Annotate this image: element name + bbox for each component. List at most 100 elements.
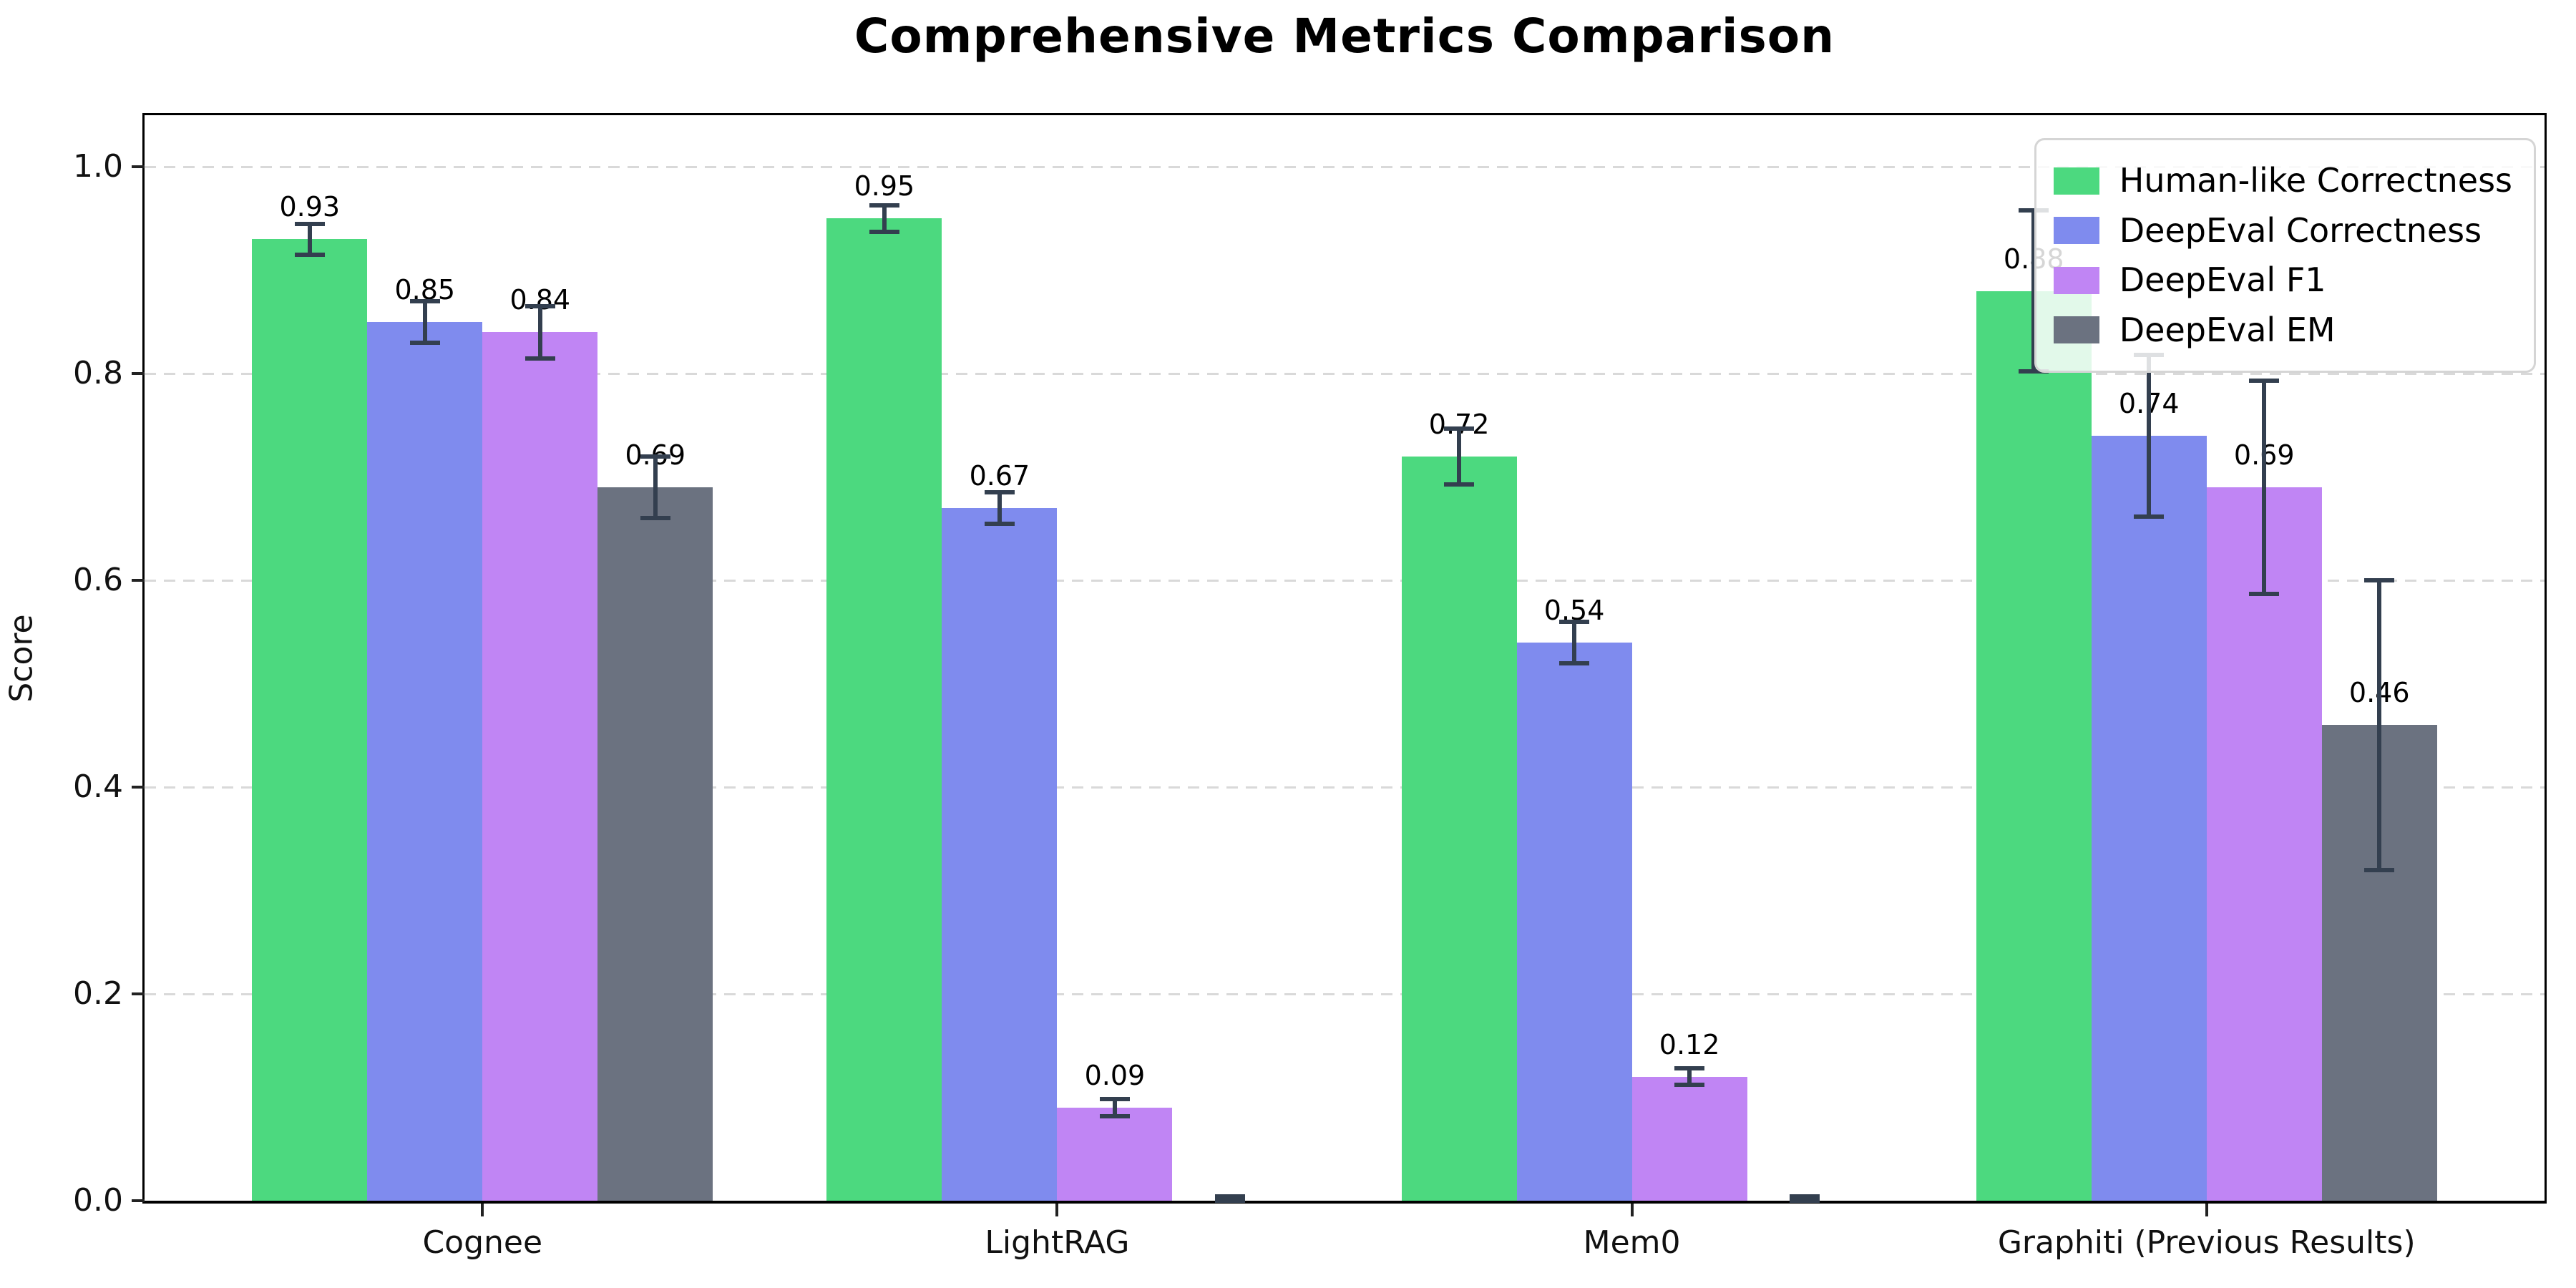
- bar: [1057, 1107, 1173, 1201]
- legend-item: Human-like Correctness: [2053, 160, 2512, 202]
- error-bar: [2031, 210, 2036, 372]
- legend-swatch: [2053, 266, 2099, 294]
- x-tick-label: Cognee: [422, 1224, 543, 1261]
- x-tick-mark: [481, 1204, 484, 1216]
- error-bar-cap: [1559, 660, 1590, 665]
- error-bar-cap: [294, 221, 325, 226]
- y-tick-label: 0.6: [73, 562, 123, 599]
- bar-value-label: 0.54: [1543, 594, 1605, 626]
- error-bar-cap: [640, 516, 670, 521]
- error-bar-cap: [1444, 482, 1475, 487]
- error-bar-cap: [1214, 1199, 1245, 1203]
- x-tick-label: Mem0: [1583, 1224, 1681, 1261]
- error-bar-cap: [2364, 578, 2395, 583]
- error-bar-cap: [2019, 208, 2049, 213]
- error-bar-cap: [1099, 1113, 1130, 1118]
- bar-value-label: 0.95: [854, 170, 915, 203]
- error-bar-cap: [2249, 591, 2280, 596]
- y-tick-mark: [132, 786, 145, 789]
- error-bar: [882, 205, 887, 233]
- error-bar-cap: [984, 521, 1015, 526]
- legend-label: DeepEval F1: [2119, 260, 2326, 299]
- bar: [1516, 642, 1632, 1201]
- y-tick-label: 0.2: [73, 975, 123, 1013]
- y-tick-label: 0.0: [73, 1182, 123, 1219]
- error-bar-cap: [525, 356, 555, 361]
- error-bar-cap: [869, 230, 899, 235]
- y-gridline: [145, 579, 2545, 582]
- error-bar-cap: [525, 304, 555, 309]
- legend-item: DeepEval Correctness: [2053, 210, 2512, 252]
- bar-value-label: 0.12: [1659, 1028, 1720, 1060]
- error-bar-cap: [869, 203, 899, 208]
- error-bar: [1687, 1068, 1692, 1085]
- error-bar: [997, 492, 1002, 524]
- bar-group-mem0: 0.72 0.54 0.12: [1401, 115, 1863, 1203]
- error-bar: [1112, 1099, 1117, 1116]
- error-bar-cap: [1214, 1194, 1245, 1199]
- bar: [597, 487, 713, 1201]
- y-gridline: [145, 165, 2545, 168]
- y-tick-mark: [132, 1199, 145, 1202]
- error-bar-cap: [2364, 867, 2395, 872]
- legend-label: Human-like Correctness: [2119, 161, 2512, 200]
- error-bar-cap: [984, 490, 1015, 495]
- error-bar-cap: [1444, 426, 1475, 431]
- bar: [2206, 487, 2322, 1201]
- y-gridline: [145, 992, 2545, 995]
- y-tick-mark: [132, 372, 145, 376]
- bar: [2091, 435, 2207, 1201]
- bar: [1631, 1076, 1747, 1201]
- x-tick-mark: [2205, 1204, 2208, 1216]
- error-bar-cap: [640, 454, 670, 459]
- bar-value-label: 0.93: [279, 191, 341, 223]
- error-bar: [422, 301, 427, 343]
- error-bar: [1457, 428, 1462, 484]
- x-tick-mark: [1055, 1204, 1059, 1216]
- y-tick-label: 0.4: [73, 769, 123, 806]
- bar-value-label: 0.09: [1084, 1059, 1146, 1091]
- error-bar-cap: [1099, 1097, 1130, 1102]
- error-bar-cap: [2249, 379, 2280, 384]
- bar: [826, 218, 942, 1201]
- legend-item: DeepEval F1: [2053, 260, 2512, 301]
- error-bar-cap: [294, 253, 325, 258]
- error-bar: [2262, 381, 2267, 594]
- error-bar-cap: [2134, 514, 2165, 519]
- y-tick-label: 0.8: [73, 355, 123, 392]
- bar-value-label: 0.85: [394, 273, 456, 306]
- y-tick-mark: [132, 165, 145, 169]
- bar: [482, 332, 598, 1201]
- bar: [1401, 456, 1517, 1201]
- legend-swatch: [2053, 167, 2099, 195]
- bar-value-label: 0.67: [969, 460, 1030, 492]
- bar: [252, 239, 368, 1201]
- y-tick-mark: [132, 579, 145, 582]
- bar: [942, 508, 1058, 1201]
- bar-group-cognee: 0.930.850.840.69: [252, 115, 713, 1201]
- x-tick-label: Graphiti (Previous Results): [1997, 1224, 2416, 1261]
- error-bar: [537, 306, 542, 358]
- legend-label: DeepEval EM: [2119, 310, 2336, 349]
- error-bar-cap: [1674, 1083, 1705, 1088]
- error-bar-cap: [1790, 1194, 1820, 1199]
- error-bar: [307, 223, 312, 255]
- error-bar: [1572, 621, 1577, 663]
- bar-group-lightrag: 0.95 0.67 0.09: [826, 115, 1287, 1203]
- legend: Human-like Correctness DeepEval Correctne…: [2034, 138, 2536, 373]
- y-axis-label: Score: [3, 614, 40, 703]
- error-bar-cap: [409, 340, 440, 345]
- error-bar-cap: [2019, 369, 2049, 374]
- x-tick-mark: [1630, 1204, 1634, 1216]
- legend-label: DeepEval Correctness: [2119, 210, 2482, 250]
- bar: [367, 321, 483, 1201]
- error-bar-cap: [1559, 619, 1590, 624]
- error-bar-cap: [1674, 1066, 1705, 1071]
- error-bar-cap: [1790, 1199, 1820, 1203]
- y-tick-label: 1.0: [73, 148, 123, 185]
- x-tick-label: LightRAG: [985, 1224, 1130, 1261]
- bar: [1976, 291, 2092, 1201]
- y-gridline: [145, 786, 2545, 789]
- error-bar: [2147, 355, 2152, 517]
- error-bar: [2377, 580, 2382, 870]
